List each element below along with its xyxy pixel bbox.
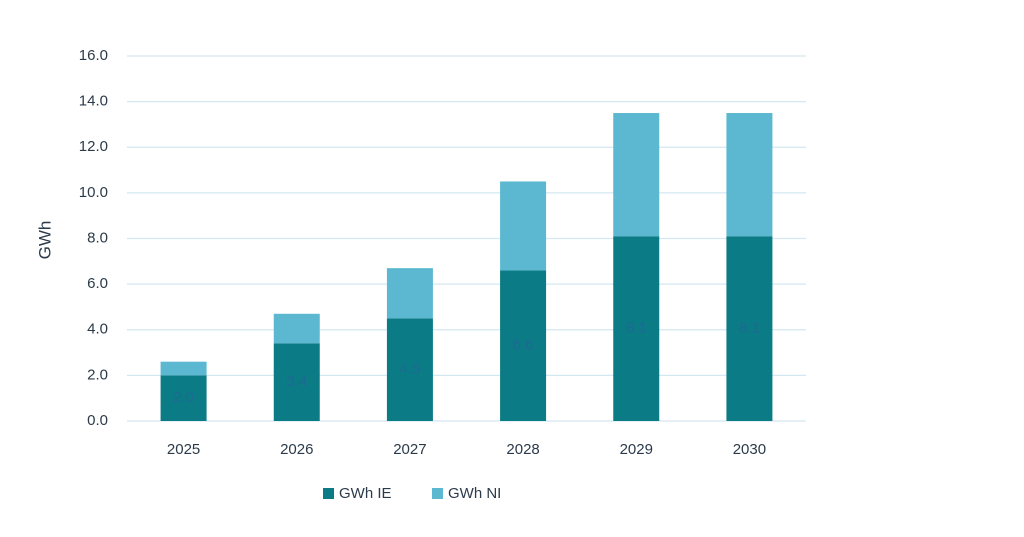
data-label: 3.4 xyxy=(286,373,307,390)
x-tick-label: 2027 xyxy=(393,441,426,458)
y-tick-label: 0.0 xyxy=(87,412,108,429)
y-axis-label: GWh xyxy=(35,221,54,260)
data-label: 8.1 xyxy=(739,320,760,337)
legend-label: GWh NI xyxy=(448,485,501,502)
bar-segment xyxy=(726,236,773,421)
bar-segment xyxy=(613,113,660,237)
bar-segment xyxy=(500,270,547,421)
legend-label: GWh IE xyxy=(339,485,392,502)
bar-segment xyxy=(160,361,207,376)
y-tick-label: 4.0 xyxy=(87,321,108,338)
data-label: 4.5 xyxy=(399,361,420,378)
x-tick-label: 2029 xyxy=(620,441,653,458)
bar-segment xyxy=(273,343,320,421)
x-tick-label: 2030 xyxy=(733,441,766,458)
bar-segment xyxy=(726,113,773,237)
x-tick-label: 2028 xyxy=(506,441,539,458)
bar-segment xyxy=(386,318,433,421)
bar-segment xyxy=(160,375,207,421)
legend-swatch xyxy=(432,488,443,499)
y-tick-label: 10.0 xyxy=(79,184,108,201)
data-label: 2.0 xyxy=(173,389,194,406)
x-tick-label: 2025 xyxy=(167,441,200,458)
y-tick-label: 14.0 xyxy=(79,93,108,110)
y-tick-label: 12.0 xyxy=(79,138,108,155)
y-tick-label: 6.0 xyxy=(87,275,108,292)
data-label: 8.1 xyxy=(626,320,647,337)
y-tick-label: 16.0 xyxy=(79,47,108,64)
bar-segment xyxy=(273,313,320,344)
data-label: 6.6 xyxy=(513,337,534,354)
y-tick-label: 2.0 xyxy=(87,366,108,383)
bar-segment xyxy=(613,236,660,421)
bar-segment xyxy=(386,268,433,319)
legend-swatch xyxy=(323,488,334,499)
x-tick-label: 2026 xyxy=(280,441,313,458)
y-tick-label: 8.0 xyxy=(87,229,108,246)
bar-segment xyxy=(500,181,547,271)
